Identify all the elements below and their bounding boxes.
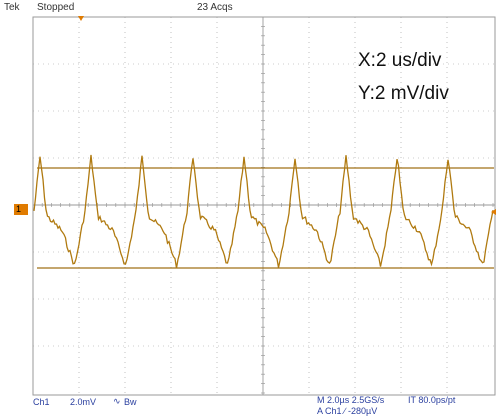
right-level-marker (491, 209, 496, 215)
channel-label: Ch1 (33, 397, 50, 407)
bandwidth-flag: Bw (124, 397, 137, 407)
channel-1-marker[interactable]: 1 (14, 204, 28, 215)
trigger-position-marker (78, 16, 84, 21)
record-resolution: IT 80.0ps/pt (408, 395, 456, 405)
x-scale-annotation: X:2 us/div (358, 50, 442, 71)
volts-per-div: 2.0mV (70, 397, 97, 407)
brand-label: Tek (4, 2, 20, 13)
graticule (32, 16, 496, 396)
trigger-readout: A Ch1 ∕ -280µV (317, 406, 378, 416)
run-state: Stopped (37, 2, 75, 13)
acquisition-count: 23 Acqs (197, 2, 233, 13)
y-scale-annotation: Y:2 mV/div (358, 83, 449, 104)
timebase-readout: M 2.0µs 2.5GS/s (317, 395, 385, 405)
channel-1-marker-label: 1 (16, 204, 22, 214)
bandwidth-limit-icon: ∿ (113, 396, 121, 406)
ch1-waveform (33, 154, 494, 269)
scope-display (32, 16, 496, 396)
